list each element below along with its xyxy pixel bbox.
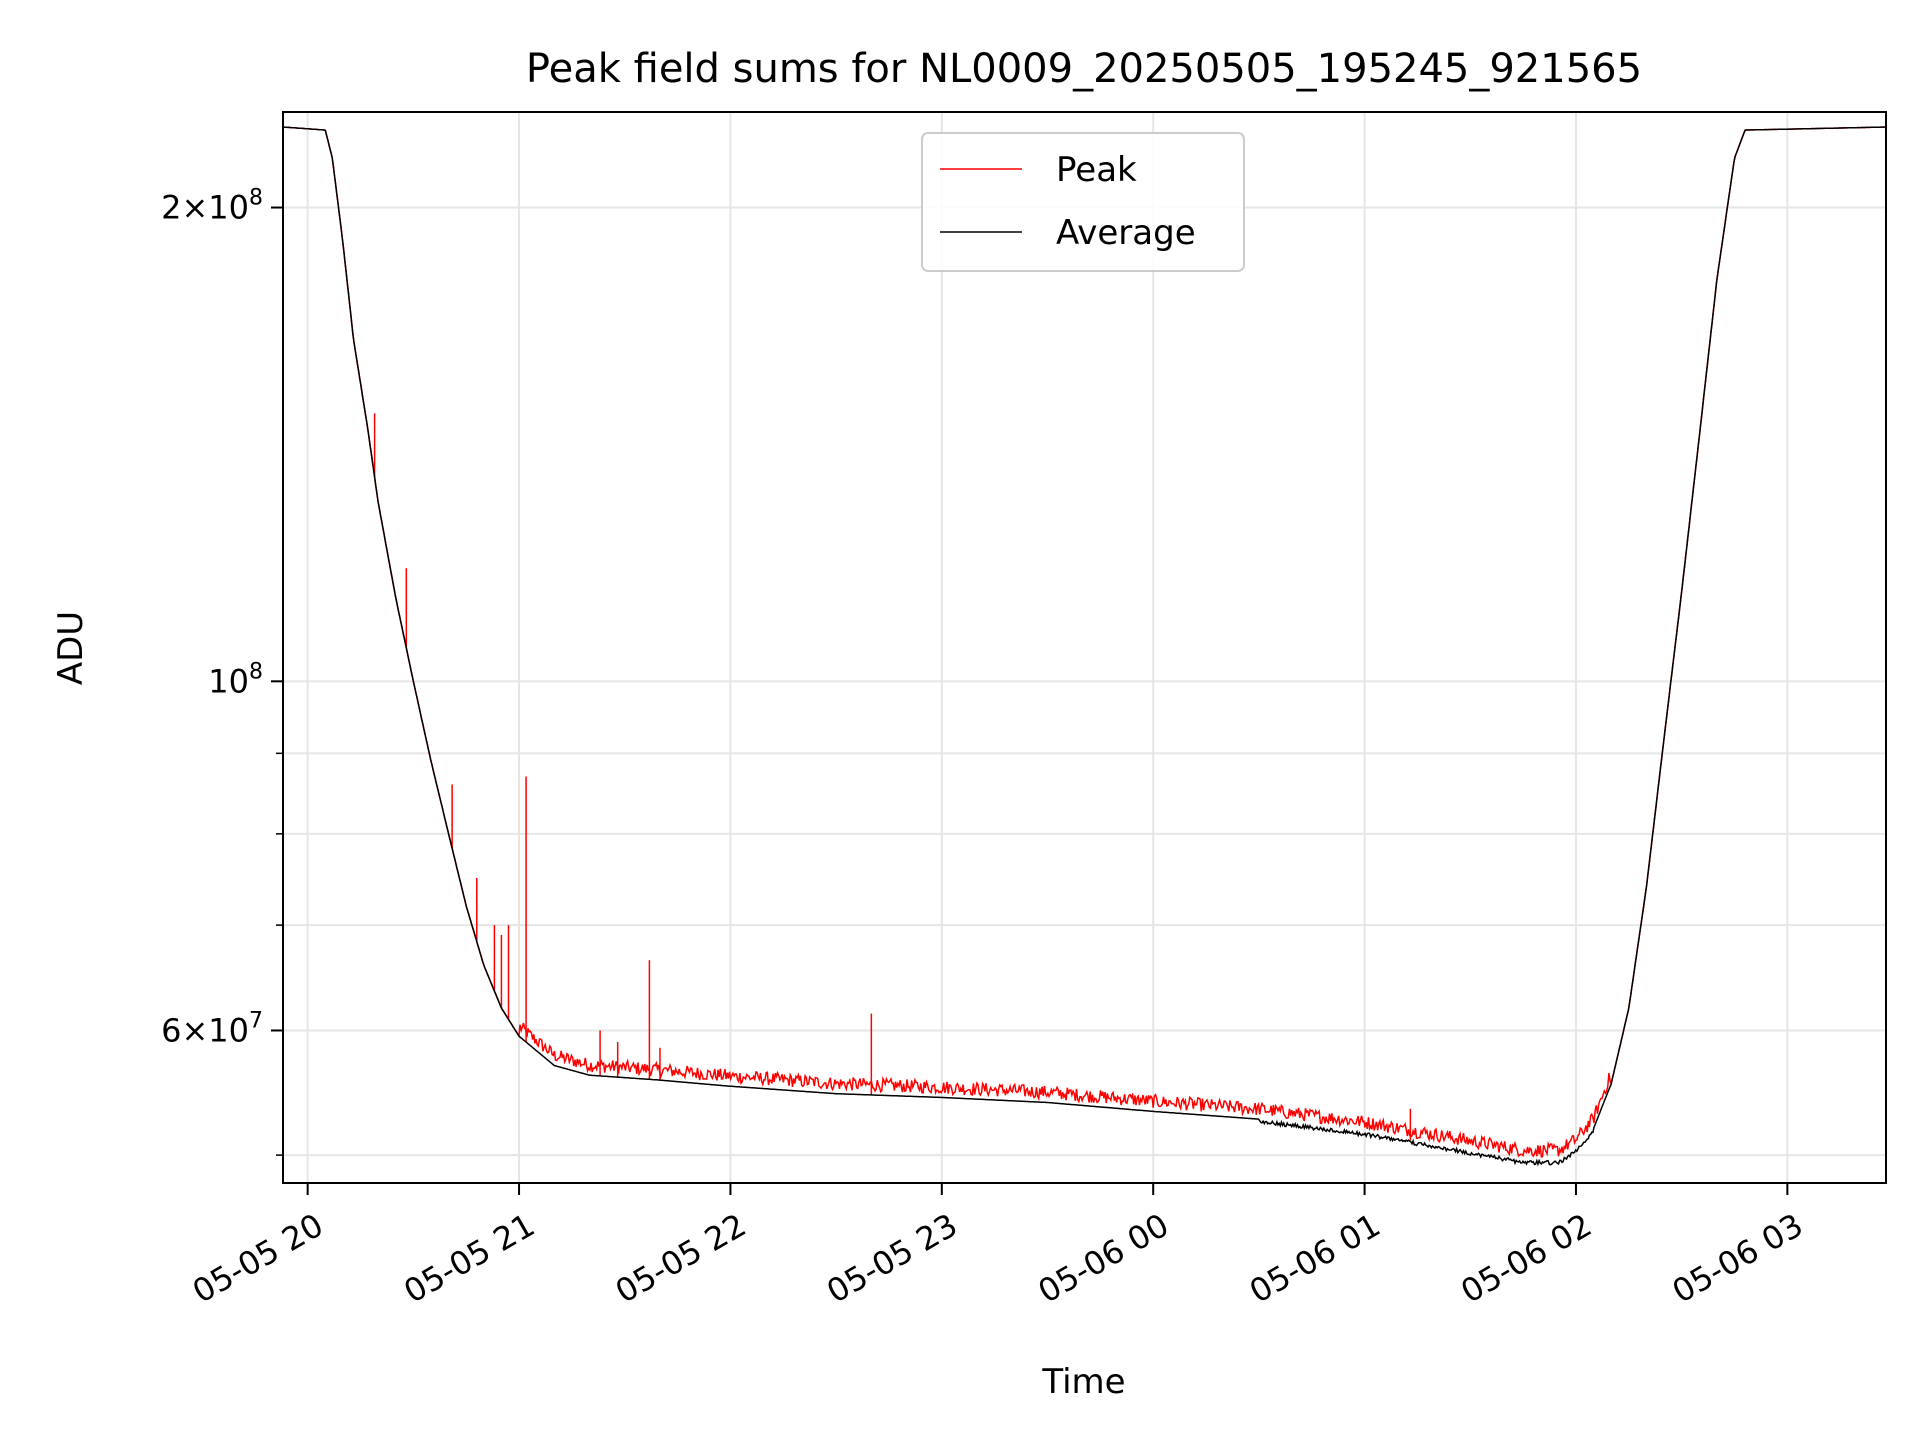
x-tick-label: 05-05 23 — [820, 1206, 964, 1311]
axes-frame — [282, 111, 1887, 1184]
x-axis: 05-05 20 05-05 21 05-05 22 05-05 23 05-06 00… — [186, 1183, 1809, 1311]
plot-area — [282, 126, 1886, 1167]
legend-box — [921, 132, 1245, 272]
x-tick-label: 05-06 00 — [1032, 1206, 1176, 1311]
y-tick-label: 6×107 — [161, 1008, 263, 1049]
x-tick-label: 05-06 03 — [1666, 1206, 1810, 1311]
x-tick-label: 05-06 01 — [1243, 1206, 1387, 1311]
y-axis: 2×108 108 6×107 — [161, 186, 283, 1156]
x-tick-label: 05-05 22 — [609, 1206, 753, 1311]
legend-peak-label: Peak — [1056, 150, 1137, 190]
x-tick-label: 05-06 02 — [1454, 1206, 1598, 1311]
chart-title: Peak field sums for NL0009_20250505_1952… — [526, 46, 1642, 92]
y-tick-label: 108 — [208, 659, 263, 700]
grid — [283, 112, 1886, 1183]
x-tick-label: 05-05 20 — [186, 1206, 330, 1311]
peak-series-line — [282, 126, 1886, 1159]
legend: Peak Average — [921, 132, 1245, 272]
x-axis-label: Time — [1041, 1362, 1125, 1402]
x-tick-label: 05-05 21 — [397, 1206, 541, 1311]
legend-average-label: Average — [1056, 213, 1196, 253]
y-tick-label: 2×108 — [161, 186, 263, 227]
average-series-line — [282, 126, 1886, 1167]
y-axis-label: ADU — [51, 611, 91, 685]
